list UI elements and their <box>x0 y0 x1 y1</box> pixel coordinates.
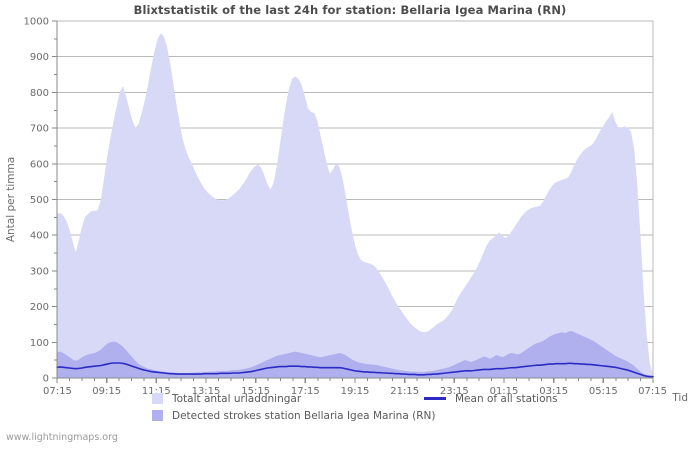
legend-item-mean: Mean of all stations <box>424 391 558 406</box>
x-axis-tick-label: 23:15 <box>440 386 469 397</box>
y-axis-title: Antal per timma <box>5 157 17 242</box>
x-axis-tick-label: 03:15 <box>539 386 568 397</box>
y-axis-tick-label: 800 <box>30 88 49 99</box>
x-axis-tick-label: 11:15 <box>142 386 171 397</box>
legend-label-total: Totalt antal urladdningar <box>172 392 302 405</box>
x-axis-tick-label: 17:15 <box>291 386 320 397</box>
x-axis-tick-label: 19:15 <box>341 386 370 397</box>
chart-plot-area: 0 100 200 300 400 500 600 700 800 900 1000 07:15 09:… <box>5 17 667 398</box>
y-axis-tick-label: 400 <box>30 231 49 242</box>
y-axis-tick-label: 100 <box>30 338 49 349</box>
x-axis-tick-label: 15:15 <box>241 386 270 397</box>
legend-item-station: Detected strokes station Bellaria Igea M… <box>152 408 435 423</box>
x-axis-tick-label: 09:15 <box>92 386 121 397</box>
x-axis-tick-label: 13:15 <box>192 386 221 397</box>
y-axis-tick-label: 300 <box>30 266 49 277</box>
x-axis-title: Tid <box>672 392 688 404</box>
y-axis-tick-label: 600 <box>30 159 49 170</box>
y-axis-tick-label: 700 <box>30 124 49 135</box>
x-axis-tick-label: 07:15 <box>43 386 72 397</box>
x-axis-tick-label: 05:15 <box>589 386 618 397</box>
legend-label-mean: Mean of all stations <box>455 392 558 405</box>
y-axis-tick-label: 900 <box>30 52 49 63</box>
x-axis-tick-label: 21:15 <box>390 386 419 397</box>
y-axis-tick-label: 500 <box>30 195 49 206</box>
x-axis-tick-label: 01:15 <box>490 386 519 397</box>
y-axis-tick-label: 200 <box>30 302 49 313</box>
chart-legend: Totalt antal urladdningar Detected strok… <box>0 391 700 431</box>
y-axis-tick-label: 1000 <box>24 17 49 28</box>
legend-line-mean <box>424 397 446 400</box>
page-title: Blixtstatistik of the last 24h for stati… <box>133 3 567 17</box>
legend-item-total: Totalt antal urladdningar <box>152 391 301 406</box>
legend-swatch-station <box>152 410 163 421</box>
footer-url: www.lightningmaps.org <box>6 432 118 443</box>
legend-swatch-total <box>152 393 163 404</box>
y-axis-tick-label: 0 <box>43 374 49 385</box>
legend-label-station: Detected strokes station Bellaria Igea M… <box>172 409 436 422</box>
x-axis-tick-label: 07:15 <box>638 386 667 397</box>
